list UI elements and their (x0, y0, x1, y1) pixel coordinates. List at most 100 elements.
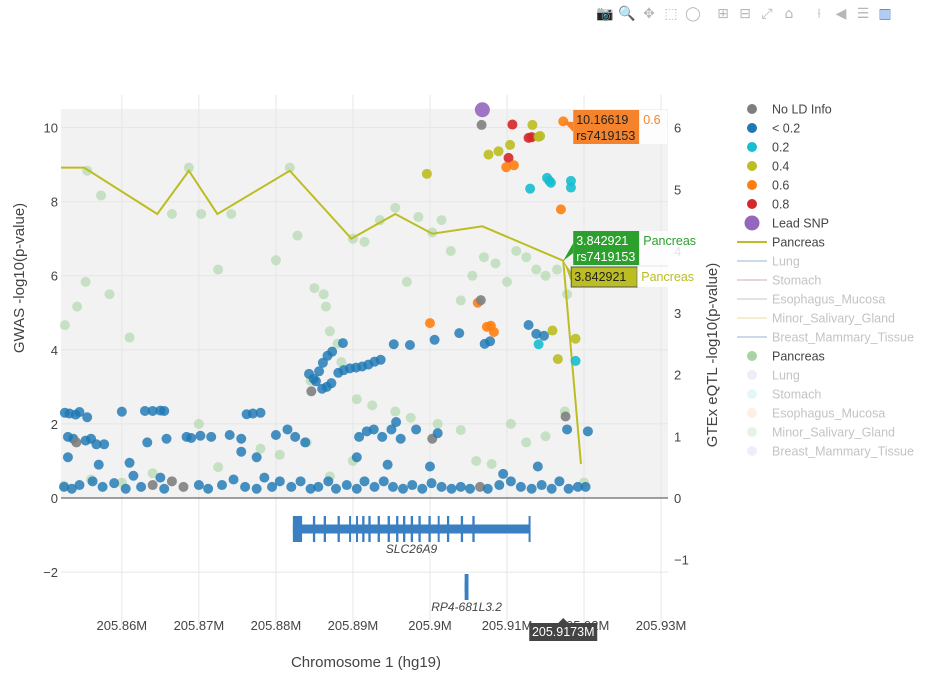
legend-item[interactable]: 0.2 (747, 141, 789, 155)
gwas-point (475, 295, 486, 306)
gwas-point (533, 339, 544, 350)
legend-label: No LD Info (772, 103, 832, 117)
gwas-point (193, 480, 204, 491)
legend-label: Esophagus_Mucosa (772, 293, 885, 307)
home-icon[interactable]: ⌂ (784, 6, 794, 22)
gwas-point (147, 405, 158, 416)
gwas-point (424, 461, 435, 472)
gwas-point (538, 330, 549, 341)
gene-exon (377, 516, 380, 542)
y2-tick-label: 2 (674, 368, 681, 383)
gwas-point (142, 437, 153, 448)
gwas-point (505, 139, 516, 150)
gwas-point (570, 333, 581, 344)
legend-label: Minor_Salivary_Gland (772, 426, 895, 440)
legend-marker (747, 161, 757, 171)
legend-item[interactable]: No LD Info (747, 103, 832, 117)
legend-item[interactable]: Stomach (737, 274, 821, 288)
x-tick-label: 205.87M (174, 618, 225, 633)
gwas-point (505, 476, 516, 487)
zoom-out-icon[interactable]: ⊟ (739, 6, 751, 22)
gwas-point (236, 446, 247, 457)
gwas-point (476, 119, 487, 130)
legend-item[interactable]: 0.4 (747, 160, 789, 174)
gwas-point (555, 204, 566, 215)
gene-exon (437, 516, 440, 542)
gwas-point (560, 411, 571, 422)
eqtl-point (72, 301, 83, 312)
gwas-point (572, 481, 583, 492)
spike-lines-icon[interactable]: ⟊ (817, 6, 821, 22)
hover-closest-icon[interactable]: ◀ (835, 6, 847, 22)
hover-compare-icon[interactable]: ☰ (856, 6, 870, 22)
gwas-point (124, 457, 135, 468)
y2-tick-label: 6 (674, 121, 681, 136)
pan-icon[interactable]: ✥ (643, 6, 655, 22)
eqtl-point (59, 320, 70, 331)
gwas-point (508, 160, 519, 171)
y-tick-label: 10 (44, 121, 58, 136)
legend-item[interactable]: Stomach (747, 388, 821, 402)
box-select-icon[interactable]: ⬚ (664, 6, 678, 22)
gwas-point (395, 433, 406, 444)
gwas-point (454, 328, 465, 339)
gene-exon (292, 516, 303, 542)
camera-icon[interactable]: 📷 (596, 6, 614, 22)
legend-item[interactable]: Pancreas (747, 350, 825, 364)
gwas-point (251, 452, 262, 463)
gene-exon (362, 516, 365, 542)
eqtl-point (255, 443, 266, 454)
eqtl-point (318, 289, 329, 300)
gwas-point (178, 481, 189, 492)
hover-side-bg (639, 110, 668, 144)
legend-item[interactable]: 0.6 (747, 179, 789, 193)
legend-label: Pancreas (772, 350, 825, 364)
legend-item[interactable]: Breast_Mammary_Tissue (747, 445, 914, 459)
gwas-point (255, 407, 266, 418)
eqtl-point (80, 276, 91, 287)
legend-item[interactable]: Pancreas (737, 236, 825, 250)
x-tick-label: 205.86M (97, 618, 148, 633)
legend-label: 0.2 (772, 141, 789, 155)
legend-item[interactable]: Esophagus_Mucosa (747, 407, 885, 421)
gwas-point (493, 146, 504, 157)
gwas-point (446, 483, 457, 494)
legend-item[interactable]: Lead SNP (744, 215, 829, 231)
legend-label: Lung (772, 369, 800, 383)
zoom-in-icon[interactable]: ⊞ (717, 6, 729, 22)
legend-item[interactable]: Minor_Salivary_Gland (737, 312, 895, 326)
eqtl-point (213, 462, 224, 473)
gwas-point (304, 368, 315, 379)
gwas-point (270, 430, 281, 441)
eqtl-point (359, 236, 370, 247)
eqtl-point (196, 208, 207, 219)
autoscale-icon[interactable]: ⤢ (761, 6, 773, 22)
legend-item[interactable]: Breast_Mammary_Tissue (737, 331, 914, 345)
gwas-point (282, 424, 293, 435)
legend-item[interactable]: Lung (747, 369, 800, 383)
gwas-point (62, 452, 73, 463)
eqtl-point (309, 283, 320, 294)
gene-exon (312, 516, 316, 542)
x-tick-label: 205.93M (636, 618, 687, 633)
legend-item[interactable]: Minor_Salivary_Gland (747, 426, 895, 440)
hover-pointer (563, 260, 572, 282)
gwas-point (465, 483, 476, 494)
plotly-logo-icon[interactable]: ▥ (878, 6, 892, 22)
eqtl-point (226, 208, 237, 219)
gwas-point (216, 480, 227, 491)
gene-exon (387, 516, 390, 542)
gwas-point (494, 480, 505, 491)
gwas-point (426, 478, 437, 489)
eqtl-point (292, 230, 303, 241)
legend-item[interactable]: 0.8 (747, 198, 789, 212)
lasso-select-icon[interactable]: ◯ (685, 6, 701, 22)
legend-item[interactable]: < 0.2 (747, 122, 800, 136)
legend-item[interactable]: Esophagus_Mucosa (737, 293, 885, 307)
zoom-icon[interactable]: 🔍 (618, 6, 636, 22)
eqtl-point (478, 252, 489, 263)
gwas-point (306, 386, 317, 397)
legend-item[interactable]: Lung (737, 255, 800, 269)
x-tick-label: 205.88M (251, 618, 302, 633)
